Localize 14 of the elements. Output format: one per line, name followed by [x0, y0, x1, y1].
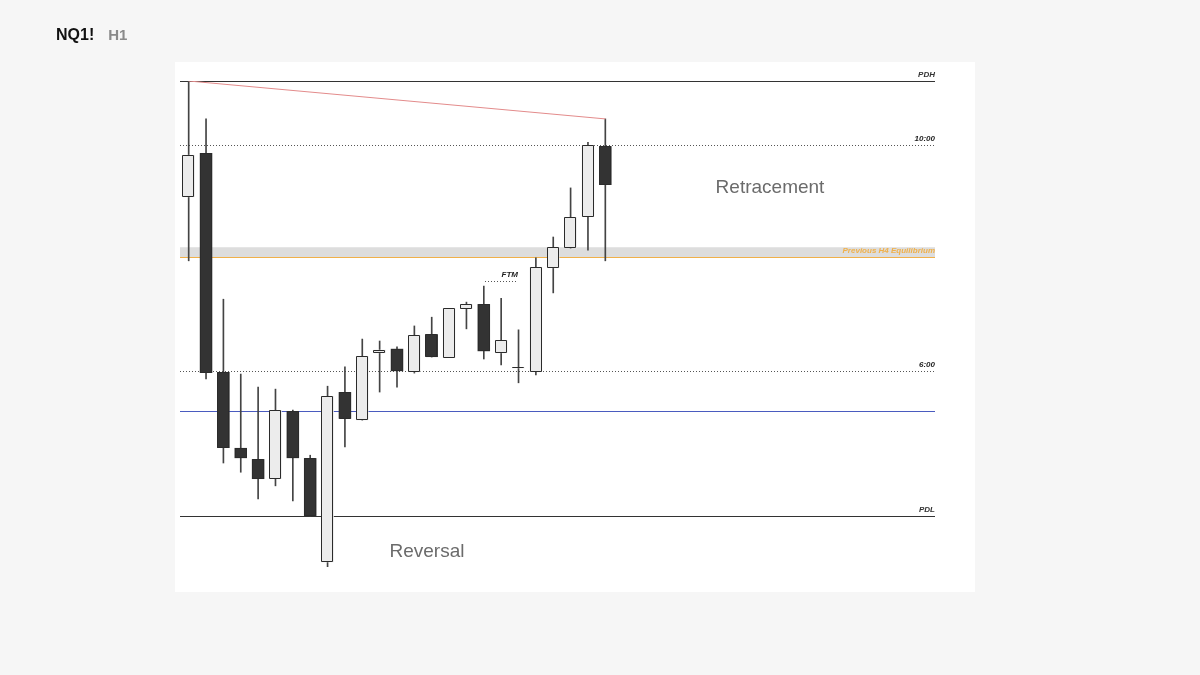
candlestick	[494, 297, 508, 366]
candlestick	[234, 373, 248, 473]
annotation: 10:00	[914, 134, 936, 144]
candlestick	[251, 386, 265, 500]
ref-line-label: Previous H4 Equilibrium	[842, 246, 935, 256]
text: Retracement	[715, 176, 826, 198]
annotation: FTM	[501, 270, 519, 280]
candlestick	[442, 307, 456, 359]
annotation: Reversal	[389, 540, 465, 562]
ref-line-label: PDL	[919, 505, 936, 515]
chart-subtitle: H1	[108, 26, 128, 43]
annotation: 6:00	[918, 360, 936, 370]
chart-title: NQ1!	[56, 26, 95, 44]
ref-line-label: PDH	[918, 70, 936, 80]
